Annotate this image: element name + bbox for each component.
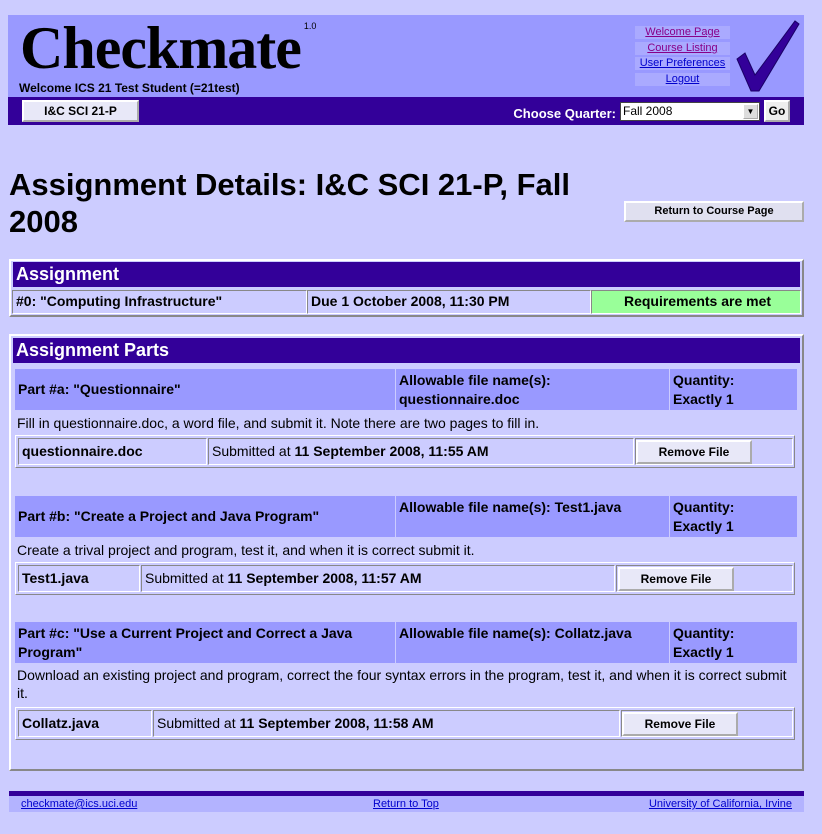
files-value: Collatz.java — [554, 625, 632, 641]
remove-file-button[interactable]: Remove File — [636, 440, 752, 464]
qty-label: Quantity: — [673, 625, 735, 641]
action-cell — [621, 710, 793, 737]
file-row: questionnaire.doc Submitted at 11 Septem… — [15, 435, 795, 468]
page-title: Assignment Details: I&C SCI 21-P, Fall 2… — [9, 167, 571, 239]
nav-user-preferences[interactable]: User Preferences — [635, 57, 730, 70]
allowable-files: Allowable file name(s): Test1.java — [396, 496, 669, 537]
remove-file-button[interactable]: Remove File — [622, 712, 738, 736]
part-title: Part #a: "Questionnaire" — [15, 369, 395, 410]
part-title: Part #b: "Create a Project and Java Prog… — [15, 496, 395, 537]
quantity: Quantity: Exactly 1 — [670, 496, 797, 537]
submitted-time: 11 September 2008, 11:57 AM — [227, 570, 422, 586]
allowable-files: Allowable file name(s): questionnaire.doc — [396, 369, 669, 410]
logo: Checkmate — [20, 15, 302, 81]
file-row: Collatz.java Submitted at 11 September 2… — [15, 707, 795, 740]
quarter-value: Fall 2008 — [623, 104, 673, 118]
course-button[interactable]: I&C SCI 21-P — [22, 100, 139, 122]
file-row: Test1.java Submitted at 11 September 200… — [15, 562, 795, 595]
nav-logout[interactable]: Logout — [635, 73, 730, 86]
remove-file-button[interactable]: Remove File — [618, 567, 734, 591]
return-to-top-link[interactable]: Return to Top — [373, 798, 439, 810]
course-bar: I&C SCI 21-P Choose Quarter: Fall 2008 ▼ … — [8, 97, 804, 125]
site-header: Checkmate 1.0 Welcome ICS 21 Test Studen… — [8, 15, 804, 125]
action-cell — [635, 438, 793, 465]
assignment-parts-table: Assignment Parts — [9, 334, 804, 771]
go-button[interactable]: Go — [764, 100, 790, 122]
submitted-prefix: Submitted at — [145, 570, 224, 586]
assignment-due: Due 1 October 2008, 11:30 PM — [307, 290, 591, 314]
parts-header: Assignment Parts — [13, 338, 800, 363]
submitted-prefix: Submitted at — [157, 715, 236, 731]
welcome-text: Welcome ICS 21 Test Student (=21test) — [19, 81, 240, 95]
qty-value: Exactly 1 — [673, 518, 734, 534]
quarter-select[interactable]: Fall 2008 ▼ — [620, 102, 760, 121]
allowable-files: Allowable file name(s): Collatz.java — [396, 622, 669, 663]
submitted-prefix: Submitted at — [212, 443, 291, 459]
status-badge: Requirements are met — [591, 290, 801, 314]
footer-email-link[interactable]: checkmate@ics.uci.edu — [21, 798, 138, 810]
submitted-time: 11 September 2008, 11:58 AM — [239, 715, 434, 731]
files-label: Allowable file name(s): — [399, 372, 551, 388]
footer: checkmate@ics.uci.edu Return to Top Univ… — [9, 791, 804, 812]
assignment-name: #0: "Computing Infrastructure" — [12, 290, 307, 314]
quantity: Quantity: Exactly 1 — [670, 369, 797, 410]
files-value: Test1.java — [554, 499, 622, 515]
version: 1.0 — [303, 21, 317, 31]
nav-welcome-page[interactable]: Welcome Page — [635, 26, 730, 39]
choose-quarter-label: Choose Quarter: — [513, 106, 616, 121]
part-description: Download an existing project and program… — [17, 667, 787, 701]
submitted-time: 11 September 2008, 11:55 AM — [294, 443, 489, 459]
logo-group: Checkmate 1.0 — [20, 15, 317, 81]
assignment-table: Assignment #0: "Computing Infrastructure… — [9, 259, 804, 317]
part-description: Create a trival project and program, tes… — [17, 542, 475, 558]
checkmark-icon — [736, 20, 800, 92]
submitted-at: Submitted at 11 September 2008, 11:57 AM — [141, 565, 615, 592]
qty-label: Quantity: — [673, 372, 735, 388]
file-name: questionnaire.doc — [18, 438, 207, 465]
return-to-course-button[interactable]: Return to Course Page — [624, 201, 804, 222]
qty-value: Exactly 1 — [673, 644, 734, 660]
chevron-down-icon[interactable]: ▼ — [743, 104, 758, 119]
files-label: Allowable file name(s): — [399, 499, 551, 515]
quantity: Quantity: Exactly 1 — [670, 622, 797, 663]
qty-label: Quantity: — [673, 499, 735, 515]
assignment-header: Assignment — [13, 262, 800, 287]
action-cell — [616, 565, 793, 592]
qty-value: Exactly 1 — [673, 391, 734, 407]
files-value: questionnaire.doc — [399, 391, 520, 407]
nav-course-listing[interactable]: Course Listing — [635, 42, 730, 55]
submitted-at: Submitted at 11 September 2008, 11:55 AM — [208, 438, 634, 465]
uci-link[interactable]: University of California, Irvine — [648, 798, 792, 810]
file-name: Collatz.java — [18, 710, 152, 737]
files-label: Allowable file name(s): — [399, 625, 551, 641]
file-name: Test1.java — [18, 565, 140, 592]
submitted-at: Submitted at 11 September 2008, 11:58 AM — [153, 710, 620, 737]
part-description: Fill in questionnaire.doc, a word file, … — [17, 415, 540, 431]
part-title: Part #c: "Use a Current Project and Corr… — [15, 622, 395, 663]
